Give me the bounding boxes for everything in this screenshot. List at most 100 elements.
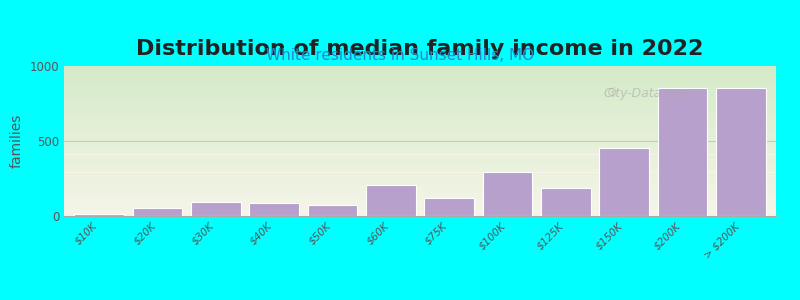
Bar xyxy=(64,206,776,207)
Bar xyxy=(250,203,299,216)
Bar xyxy=(64,118,776,120)
Bar xyxy=(64,96,776,98)
Bar xyxy=(64,192,776,194)
Bar xyxy=(64,162,776,164)
Bar xyxy=(64,164,776,165)
Text: ⊙: ⊙ xyxy=(607,86,618,100)
Bar xyxy=(64,124,776,126)
Bar xyxy=(64,84,776,86)
Bar xyxy=(64,204,776,206)
Bar xyxy=(64,194,776,195)
Bar xyxy=(64,102,776,104)
Bar xyxy=(64,141,776,142)
Bar xyxy=(64,184,776,186)
Bar xyxy=(64,66,776,68)
Bar xyxy=(64,160,776,162)
Bar xyxy=(64,171,776,172)
Bar xyxy=(64,152,776,153)
Bar xyxy=(64,140,776,141)
Bar xyxy=(64,116,776,117)
Bar xyxy=(64,172,776,174)
Bar xyxy=(64,88,776,90)
Bar xyxy=(64,93,776,94)
Bar xyxy=(64,183,776,184)
Bar xyxy=(64,136,776,138)
Bar xyxy=(64,186,776,188)
Bar xyxy=(64,150,776,152)
Bar xyxy=(64,214,776,216)
Bar xyxy=(64,82,776,84)
Bar xyxy=(64,168,776,170)
Bar xyxy=(64,106,776,108)
Bar xyxy=(64,120,776,122)
Bar xyxy=(599,148,649,216)
Bar xyxy=(64,112,776,114)
Bar xyxy=(64,70,776,72)
Bar xyxy=(64,128,776,129)
Bar xyxy=(64,87,776,88)
Bar xyxy=(64,92,776,93)
Bar xyxy=(64,169,776,171)
Bar xyxy=(64,165,776,166)
Bar xyxy=(64,126,776,128)
Bar xyxy=(308,205,358,216)
Bar xyxy=(64,94,776,96)
Bar xyxy=(64,156,776,158)
Bar xyxy=(64,81,776,82)
Title: Distribution of median family income in 2022: Distribution of median family income in … xyxy=(136,39,704,59)
Bar xyxy=(64,110,776,111)
Bar xyxy=(64,182,776,183)
Bar xyxy=(64,85,776,87)
Bar xyxy=(658,88,707,216)
Bar xyxy=(64,200,776,201)
Bar xyxy=(64,123,776,124)
Bar xyxy=(64,142,776,144)
Bar xyxy=(64,144,776,146)
Bar xyxy=(64,148,776,150)
Bar xyxy=(64,207,776,208)
Bar xyxy=(64,111,776,112)
Bar xyxy=(64,159,776,160)
Bar xyxy=(64,74,776,75)
Bar xyxy=(64,208,776,210)
Bar xyxy=(64,138,776,140)
Text: City-Data.com: City-Data.com xyxy=(603,86,692,100)
Bar xyxy=(64,105,776,106)
Y-axis label: families: families xyxy=(10,114,24,168)
Bar xyxy=(64,154,776,156)
Bar xyxy=(64,167,776,168)
Bar xyxy=(191,202,241,216)
Bar xyxy=(64,147,776,148)
Bar xyxy=(64,75,776,76)
Bar xyxy=(74,214,124,216)
Bar xyxy=(64,108,776,110)
Bar xyxy=(64,176,776,177)
Bar xyxy=(64,69,776,70)
Bar xyxy=(541,188,590,216)
Bar xyxy=(64,76,776,78)
Bar xyxy=(64,122,776,123)
Bar xyxy=(64,130,776,132)
Bar xyxy=(64,196,776,198)
Bar xyxy=(64,178,776,180)
Bar xyxy=(64,68,776,69)
Bar xyxy=(482,172,532,216)
Bar xyxy=(64,188,776,189)
Bar xyxy=(64,174,776,176)
Bar xyxy=(64,99,776,100)
Bar xyxy=(64,134,776,135)
Bar xyxy=(424,198,474,216)
Bar xyxy=(64,100,776,102)
Bar xyxy=(64,177,776,178)
Bar xyxy=(64,117,776,118)
Bar xyxy=(64,78,776,80)
Bar xyxy=(64,212,776,213)
Bar xyxy=(64,132,776,134)
Bar xyxy=(133,208,182,216)
Bar xyxy=(64,98,776,99)
Bar xyxy=(64,201,776,202)
Bar xyxy=(64,198,776,200)
Bar xyxy=(64,210,776,212)
Bar xyxy=(64,189,776,190)
Bar xyxy=(64,202,776,204)
